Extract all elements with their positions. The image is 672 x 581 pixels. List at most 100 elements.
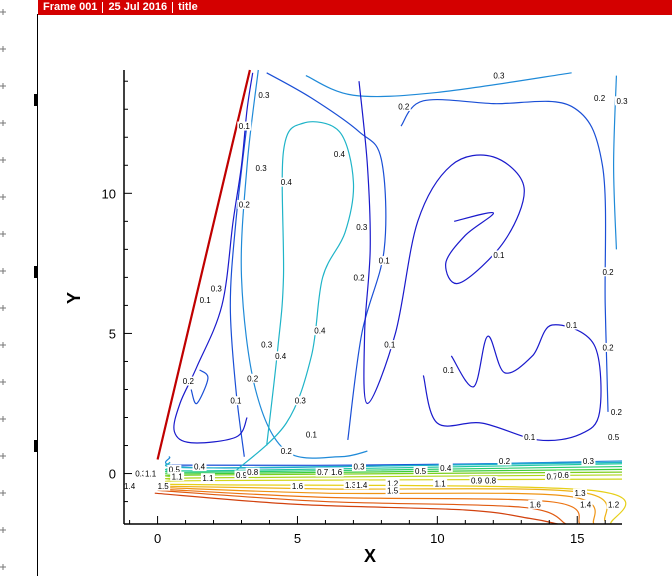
contour-label: 0.7 — [317, 468, 329, 477]
contour-label: 1.2 — [387, 479, 399, 488]
contour-label: 0.5 — [415, 467, 427, 476]
contour-line-0-2 — [190, 369, 209, 405]
contour-label: 0.9 — [236, 471, 248, 480]
contour-line-0-4 — [235, 121, 355, 472]
contour-label-bg — [441, 365, 456, 375]
contour-label: 1.6 — [530, 500, 542, 509]
contour-label: 0.8 — [247, 468, 259, 477]
contour-line-0-7 — [165, 468, 623, 475]
contour-label: 0.3 — [261, 341, 273, 350]
contour-label: 1.5 — [158, 482, 170, 491]
contour-label-bg — [143, 469, 158, 479]
contour-label-bg — [522, 432, 537, 442]
contour-label: 0.2 — [353, 273, 365, 282]
contour-label-bg — [413, 466, 428, 476]
contour-label-bg — [198, 295, 213, 305]
contour-label: 0.3 — [258, 91, 270, 100]
contour-label-bg — [385, 485, 400, 495]
contour-label-bg — [228, 396, 243, 406]
contour-label: 0.3 — [256, 164, 268, 173]
contour-label: 0.2 — [499, 457, 511, 466]
contour-line-1-2 — [163, 485, 608, 522]
contour-label: 0.4 — [440, 464, 452, 473]
contour-label: 0.4 — [194, 463, 206, 472]
contour-label-bg — [256, 90, 271, 100]
contour-label-bg — [385, 478, 400, 488]
contour-label-bg — [237, 200, 252, 210]
contour-label: 0.7 — [546, 472, 558, 481]
contour-label: 0.1 — [443, 366, 455, 375]
x-tick-label: 15 — [570, 531, 584, 546]
contour-line-0-2 — [266, 72, 387, 441]
contour-label: 0.3 — [211, 285, 223, 294]
x-tick-label: 0 — [154, 531, 161, 546]
contour-label: 0.1 — [239, 122, 251, 131]
contour-label-bg — [245, 467, 260, 477]
frame-title: title — [178, 1, 198, 13]
contour-label: 1.4 — [580, 500, 592, 509]
contour-label: 1.3 — [574, 489, 586, 498]
contour-label: 0.3 — [493, 72, 505, 81]
contour-label-bg — [245, 373, 260, 383]
contour-line-1-6 — [154, 492, 558, 525]
contour-line-0-8 — [165, 471, 623, 477]
contour-label-bg — [156, 481, 171, 491]
contour-label: 1.6 — [292, 482, 304, 491]
contour-label: 0.2 — [183, 377, 195, 386]
contour-label-bg — [528, 499, 543, 509]
contour-label-bg — [615, 96, 629, 106]
contour-label-bg — [343, 480, 358, 490]
contour-label: 1.3 — [345, 481, 357, 490]
contour-label: 0.1 — [306, 430, 318, 439]
contour-label: 1.1 — [435, 479, 447, 488]
boundary-line — [156, 69, 251, 460]
contour-label-bg — [237, 121, 252, 131]
contour-label: 1.1 — [172, 472, 184, 481]
contour-line-0-3 — [240, 69, 368, 459]
contour-label: 0.2 — [239, 201, 251, 210]
y-tick-label: 0 — [109, 467, 116, 482]
contour-label: 0.1 — [384, 341, 396, 350]
contour-label: 0.4 — [334, 150, 346, 159]
frame-header: Frame 001 25 Jul 2016 title — [38, 0, 672, 15]
contour-line-0-6 — [165, 465, 623, 473]
contour-label: 0.9 — [471, 477, 483, 486]
contour-label: 0.8 — [485, 477, 497, 486]
contour-label-bg — [556, 470, 571, 480]
contour-label-bg — [433, 478, 448, 488]
y-tick-label: 10 — [102, 186, 116, 201]
contour-label-bg — [329, 467, 344, 477]
contour-line-0-1 — [358, 81, 525, 405]
contour-label-bg — [352, 272, 367, 282]
contour-line-0-9 — [165, 474, 623, 480]
contour-line-0-5 — [165, 463, 623, 472]
contour-line-0-4 — [165, 461, 623, 469]
x-tick-label: 5 — [294, 531, 301, 546]
contour-label-bg — [497, 456, 512, 466]
contour-line-1 — [165, 478, 623, 483]
contour-label: 0.1 — [379, 257, 391, 266]
contour-label: 0.2 — [611, 408, 623, 417]
contour-label-bg — [293, 396, 308, 406]
frame-id: Frame 001 — [43, 1, 98, 13]
contour-label-bg — [606, 499, 621, 509]
contour-label: 1.5 — [387, 486, 399, 495]
contour-label: 0.3 — [295, 397, 307, 406]
contour-label-bg — [601, 267, 616, 277]
contour-label-bg — [606, 432, 621, 442]
contour-label-bg — [573, 488, 588, 498]
contour-label-bg — [290, 481, 305, 491]
ruler-line — [37, 14, 38, 576]
header-separator — [102, 2, 104, 13]
contour-label-bg — [469, 476, 484, 486]
contour-label: 0.2 — [602, 343, 614, 352]
contour-label: 0.3 — [135, 470, 147, 479]
contour-label: 0.4 — [281, 178, 293, 187]
header-separator — [172, 2, 174, 13]
contour-label-bg — [491, 250, 506, 260]
contour-label: 1.6 — [331, 468, 343, 477]
contour-label-bg — [181, 376, 196, 386]
contour-label-bg — [382, 340, 397, 350]
contour-label: 0.2 — [247, 374, 259, 383]
contour-label: 1.1 — [145, 470, 157, 479]
